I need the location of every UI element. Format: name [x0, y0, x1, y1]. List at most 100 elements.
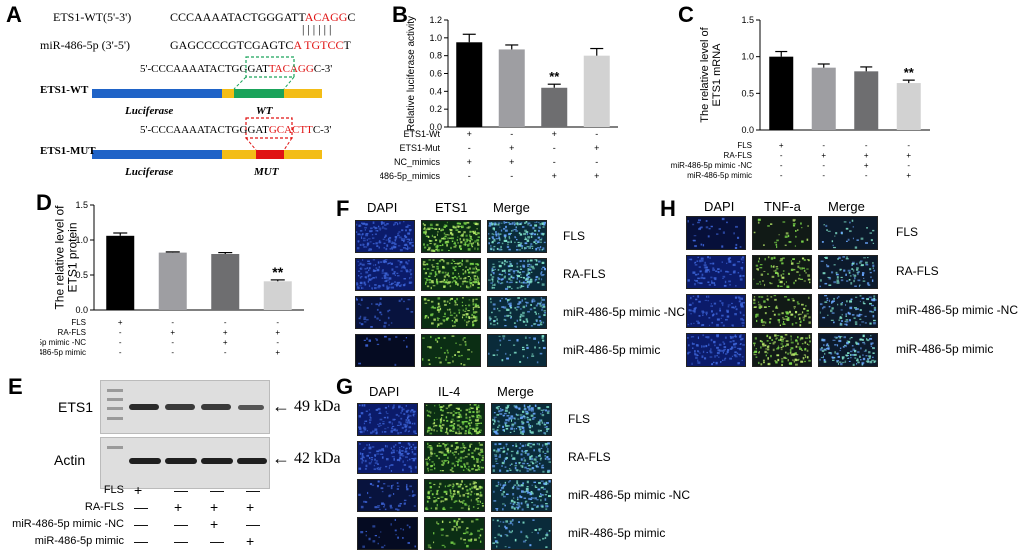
- speckle: [536, 319, 538, 323]
- speckle: [455, 456, 457, 459]
- speckle: [717, 268, 720, 270]
- speckle: [433, 500, 436, 503]
- speckle: [378, 407, 381, 411]
- speckle: [847, 340, 851, 344]
- speckle: [853, 279, 855, 283]
- speckle: [495, 508, 499, 510]
- speckle: [454, 276, 457, 278]
- speckle: [471, 468, 474, 471]
- speckle: [724, 280, 727, 284]
- speckle: [453, 279, 456, 283]
- speckle: [715, 312, 718, 315]
- speckle: [366, 223, 369, 226]
- speckle: [385, 239, 388, 241]
- speckle: [381, 448, 384, 451]
- speckle: [442, 461, 445, 465]
- speckle: [846, 340, 849, 342]
- speckle: [430, 452, 433, 456]
- speckle: [378, 304, 380, 307]
- y-tick-label: 0.5: [75, 270, 88, 280]
- y-axis-label-line: ETS1 mRNA: [711, 43, 723, 107]
- speckle: [836, 359, 840, 362]
- speckle: [496, 322, 499, 325]
- speckle: [740, 257, 743, 261]
- speckle: [701, 345, 703, 348]
- speckle: [724, 358, 726, 361]
- speckle: [441, 280, 444, 283]
- speckle: [807, 274, 811, 277]
- speckle: [527, 277, 529, 280]
- cell-speckles: [488, 259, 547, 291]
- speckle: [776, 268, 779, 270]
- speckle: [699, 352, 701, 354]
- speckle: [861, 361, 865, 364]
- speckle: [511, 499, 513, 502]
- speckle: [870, 276, 872, 278]
- speckle: [547, 410, 550, 412]
- speckle: [405, 229, 407, 232]
- speckle: [524, 406, 526, 409]
- speckle: [792, 220, 796, 222]
- speckle: [793, 308, 796, 310]
- speckle: [425, 281, 428, 284]
- speckle: [427, 442, 429, 446]
- speckle: [526, 281, 529, 284]
- actin-blot: [100, 437, 270, 489]
- speckle: [411, 409, 414, 412]
- speckle: [498, 420, 500, 423]
- speckle: [509, 531, 513, 534]
- speckle: [469, 404, 471, 406]
- speckle: [541, 494, 544, 496]
- speckle: [396, 272, 399, 275]
- wt-site-bar: [234, 89, 284, 98]
- speckle: [782, 273, 785, 275]
- speckle: [493, 423, 495, 425]
- speckle: [465, 485, 468, 488]
- speckle: [406, 421, 409, 424]
- speckle: [504, 221, 508, 224]
- speckle: [491, 241, 494, 244]
- speckle: [492, 469, 495, 472]
- speckle: [444, 224, 446, 226]
- speckle: [753, 296, 756, 298]
- speckle: [376, 484, 379, 488]
- speckle: [469, 483, 472, 486]
- speckle: [399, 248, 403, 252]
- speckle: [761, 324, 765, 326]
- speckle: [377, 425, 381, 427]
- speckle: [532, 226, 535, 230]
- speckle: [405, 428, 408, 431]
- speckle: [780, 257, 783, 261]
- condition-sign: -: [865, 141, 868, 150]
- speckle: [363, 321, 367, 323]
- speckle: [463, 280, 467, 283]
- speckle: [501, 465, 503, 467]
- speckle: [835, 336, 838, 339]
- speckle: [388, 281, 390, 284]
- speckle: [494, 283, 496, 286]
- speckle: [520, 464, 522, 467]
- speckle: [722, 303, 724, 307]
- speckle: [717, 271, 720, 274]
- speckle: [516, 245, 518, 248]
- speckle: [503, 239, 506, 242]
- speckle: [398, 459, 400, 461]
- speckle: [467, 507, 470, 511]
- condition-label: RA-FLS: [724, 151, 752, 160]
- speckle: [781, 340, 784, 343]
- speckle: [390, 523, 392, 526]
- mut-name: ETS1-MUT: [40, 145, 96, 157]
- speckle: [523, 404, 526, 407]
- speckle: [846, 280, 849, 282]
- condition-sign: +: [134, 482, 143, 498]
- speckle: [450, 444, 454, 447]
- speckle: [863, 303, 866, 305]
- speckle: [535, 263, 539, 266]
- speckle: [438, 445, 442, 447]
- speckle: [727, 348, 730, 352]
- speckle: [438, 227, 441, 231]
- speckle: [784, 334, 788, 336]
- speckle: [393, 281, 397, 283]
- speckle: [511, 506, 514, 509]
- speckle: [872, 242, 875, 244]
